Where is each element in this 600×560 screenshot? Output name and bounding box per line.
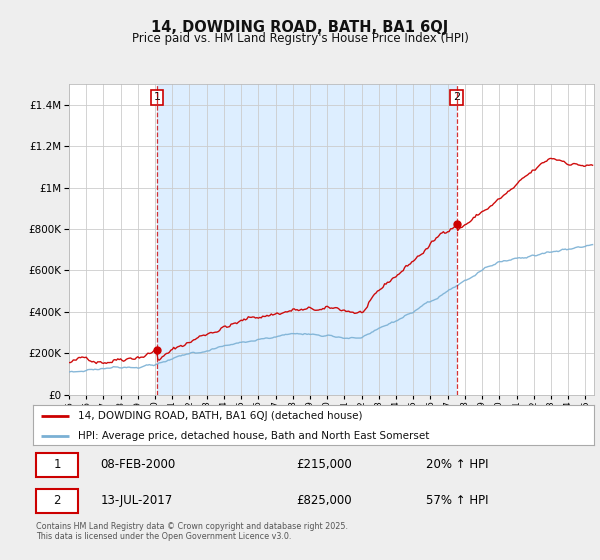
FancyBboxPatch shape [36, 453, 78, 477]
Text: 14, DOWDING ROAD, BATH, BA1 6QJ (detached house): 14, DOWDING ROAD, BATH, BA1 6QJ (detache… [78, 411, 362, 421]
Text: 57% ↑ HPI: 57% ↑ HPI [426, 494, 488, 507]
FancyBboxPatch shape [36, 489, 78, 513]
Text: 1: 1 [53, 459, 61, 472]
Text: 08-FEB-2000: 08-FEB-2000 [100, 459, 176, 472]
Text: £215,000: £215,000 [296, 459, 352, 472]
Text: Price paid vs. HM Land Registry's House Price Index (HPI): Price paid vs. HM Land Registry's House … [131, 32, 469, 45]
Text: 13-JUL-2017: 13-JUL-2017 [100, 494, 173, 507]
Text: 14, DOWDING ROAD, BATH, BA1 6QJ: 14, DOWDING ROAD, BATH, BA1 6QJ [151, 20, 449, 35]
Text: 1: 1 [154, 92, 160, 102]
Text: 2: 2 [453, 92, 460, 102]
Text: Contains HM Land Registry data © Crown copyright and database right 2025.
This d: Contains HM Land Registry data © Crown c… [36, 522, 348, 542]
Text: £825,000: £825,000 [296, 494, 352, 507]
Text: 20% ↑ HPI: 20% ↑ HPI [426, 459, 488, 472]
Text: 2: 2 [53, 494, 61, 507]
Text: HPI: Average price, detached house, Bath and North East Somerset: HPI: Average price, detached house, Bath… [78, 431, 429, 441]
Bar [157, 84, 457, 395]
